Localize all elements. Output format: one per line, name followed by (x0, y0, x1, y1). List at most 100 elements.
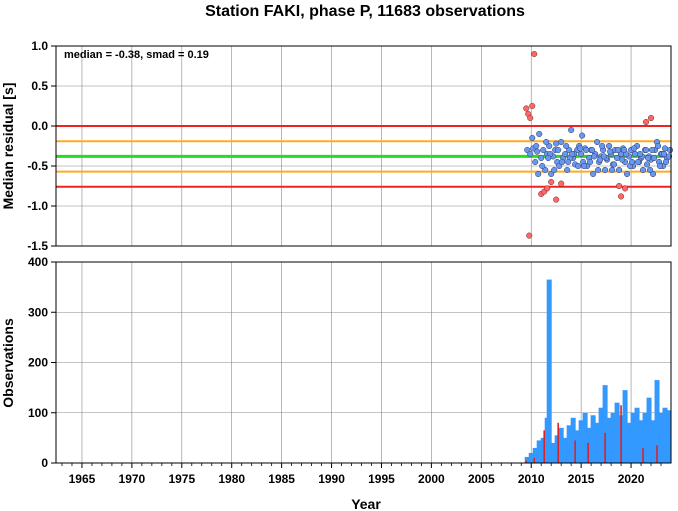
residual-point (611, 161, 618, 168)
residual-point (564, 166, 571, 174)
outlier-bar (587, 442, 589, 463)
outlier-bar (557, 422, 559, 463)
observation-bar (642, 412, 648, 463)
residual-point (563, 142, 570, 150)
residual-point (648, 146, 656, 154)
residual-point (562, 150, 569, 158)
observation-bar (536, 440, 542, 463)
residual-frame (55, 45, 672, 247)
residual-point (532, 158, 539, 166)
residual-point (607, 148, 614, 155)
chart-title: Station FAKI, phase P, 11683 observation… (205, 3, 525, 20)
y-tick-label: 0.5 (31, 79, 48, 93)
outlier-point (544, 185, 551, 192)
y-tick-label: 1.0 (31, 39, 48, 53)
observation-bar (532, 447, 538, 463)
residual-point (590, 170, 597, 178)
residual-points (523, 50, 674, 239)
residual-point (599, 142, 606, 150)
residual-point (660, 150, 668, 158)
residual-point (540, 146, 547, 154)
observation-bar (598, 407, 604, 463)
residual-point (553, 140, 560, 147)
observation-bar (646, 397, 652, 463)
observation-bar (528, 452, 534, 463)
residual-panel: 1.0 0.5 0.0 -0.5 -1.0 -1.5 median = -0.38, sm… (0, 39, 674, 253)
outlier-point (642, 118, 650, 126)
observation-bar (554, 435, 560, 463)
residual-point (642, 146, 650, 154)
observation-bar (562, 437, 568, 463)
observation-bar (594, 422, 600, 463)
outlier-point (523, 105, 530, 112)
residual-point (546, 142, 553, 150)
outlier-point (616, 182, 623, 190)
residual-point (527, 150, 534, 158)
residual-point (529, 134, 536, 142)
residual-point (602, 166, 609, 174)
residual-point (569, 150, 576, 158)
residual-point (545, 154, 552, 162)
outlier-point (527, 114, 534, 122)
y-tick-label: 0.0 (31, 119, 48, 133)
outlier-bar (525, 460, 528, 463)
x-tick-label: 1985 (268, 472, 295, 486)
residual-point (539, 162, 546, 170)
residual-point (533, 142, 540, 150)
observation-bar (574, 430, 580, 463)
residual-point (595, 166, 602, 174)
x-tick-label: 2020 (618, 472, 645, 486)
residual-point (577, 145, 584, 152)
residual-point (597, 156, 604, 163)
residual-point (551, 166, 558, 174)
residual-point (635, 158, 642, 166)
outlier-point (618, 193, 625, 200)
residual-point (583, 146, 590, 154)
y-tick-label: 0 (41, 456, 48, 470)
residual-point (650, 154, 658, 162)
observation-bar (558, 427, 564, 463)
residual-point (587, 158, 594, 166)
residual-point (654, 142, 662, 150)
observations-y-ticks: 400 300 200 100 0 (28, 255, 56, 470)
observation-bar (524, 456, 530, 463)
residual-point (581, 162, 588, 170)
residual-point (558, 138, 565, 146)
residual-reference-lines (56, 125, 671, 188)
residual-point (619, 156, 626, 163)
outlier-point (548, 178, 555, 186)
residual-point (665, 153, 673, 160)
observation-bar (540, 437, 546, 463)
residual-point (606, 142, 613, 150)
residual-point (646, 166, 654, 174)
residual-point (578, 150, 585, 158)
residual-point (639, 166, 647, 174)
observation-bar (630, 412, 636, 463)
residual-point (661, 145, 669, 152)
residual-point (649, 170, 657, 178)
residual-point (536, 130, 543, 138)
residual-point (621, 146, 628, 154)
observation-bar (566, 425, 572, 463)
residual-y-label: Median residual [s] (0, 83, 16, 210)
observation-bar (634, 407, 640, 463)
residual-point (643, 161, 651, 168)
residual-point (629, 158, 636, 166)
residual-point (589, 146, 596, 154)
residual-point (591, 153, 598, 160)
residual-point (616, 166, 623, 174)
observation-bar (550, 442, 556, 463)
residual-point (556, 162, 563, 170)
outlier-point (647, 114, 655, 122)
observation-bar (662, 407, 668, 463)
residual-point (601, 153, 608, 160)
observation-bar (586, 427, 592, 463)
x-tick-label: 2000 (418, 472, 445, 486)
y-tick-label: 200 (28, 356, 48, 370)
outlier-bar (574, 440, 576, 463)
observation-bar (666, 410, 672, 463)
year-x-ticks: 1965 1970 1975 1980 1985 1990 1995 2000 2005 2010… (61, 463, 662, 486)
x-tick-label: 1970 (119, 472, 146, 486)
y-tick-label: 400 (28, 255, 48, 269)
